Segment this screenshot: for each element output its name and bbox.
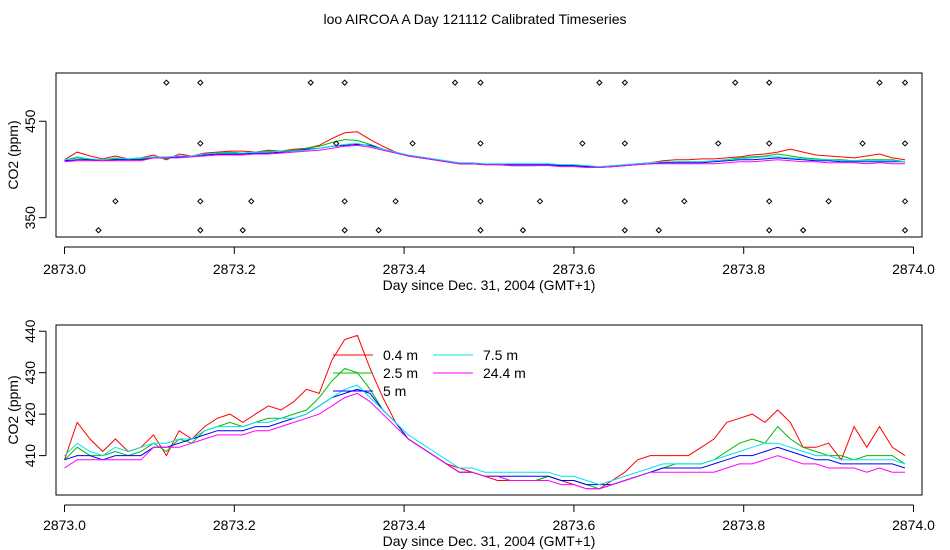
x-tick-label: 2873.4 — [383, 517, 426, 533]
data-point — [197, 140, 204, 147]
data-point — [536, 198, 544, 205]
data-point — [655, 227, 663, 234]
series-line — [64, 144, 905, 168]
y-tick-label: 350 — [22, 206, 38, 230]
data-point — [519, 227, 527, 234]
legend-label: 0.4 m — [383, 347, 418, 363]
x-tick-label: 2873.0 — [43, 261, 86, 277]
data-point — [477, 140, 484, 147]
data-point — [95, 227, 102, 234]
data-point — [901, 227, 909, 234]
data-point — [197, 198, 204, 205]
data-point — [621, 79, 629, 86]
data-point — [239, 227, 246, 234]
y-tick-label: 410 — [22, 444, 38, 468]
series-line — [64, 388, 906, 486]
y-axis-label: CO2 (ppm) — [5, 120, 21, 189]
x-axis-label: Day since Dec. 31, 2004 (GMT+1) — [383, 277, 596, 293]
data-point — [901, 79, 909, 86]
data-point — [901, 140, 909, 147]
plot-frame — [55, 72, 923, 238]
data-point — [765, 227, 773, 234]
data-point — [765, 140, 773, 147]
data-point — [112, 198, 119, 205]
data-point — [409, 140, 416, 147]
series-line — [64, 142, 906, 168]
x-tick-label: 2873.8 — [722, 517, 765, 533]
x-tick-label: 2873.2 — [213, 517, 256, 533]
y-tick-label: 430 — [22, 361, 38, 385]
data-point — [341, 198, 348, 205]
data-point — [477, 79, 484, 86]
legend-label: 7.5 m — [483, 347, 518, 363]
y-tick-label: 440 — [22, 319, 38, 343]
x-tick-label: 2873.4 — [383, 261, 426, 277]
data-point — [163, 79, 170, 86]
data-point — [477, 198, 484, 205]
data-point — [765, 79, 773, 86]
x-axis-label: Day since Dec. 31, 2004 (GMT+1) — [383, 533, 596, 549]
data-point — [248, 198, 255, 205]
data-point — [876, 79, 883, 86]
y-tick-label: 450 — [22, 109, 38, 133]
data-point — [392, 198, 399, 205]
x-tick-label: 2874.0 — [892, 261, 935, 277]
data-point — [681, 198, 688, 205]
data-point — [799, 227, 807, 234]
legend-label: 2.5 m — [383, 365, 418, 381]
data-point — [621, 140, 629, 147]
data-point — [579, 140, 586, 147]
top-panel: 2873.0 2873.2 2873.4 2873.6 2873.8 2874.0 Day … — [5, 72, 935, 293]
y-axis-label: CO2 (ppm) — [5, 375, 21, 444]
x-tick-label: 2873.0 — [43, 517, 86, 533]
data-point — [197, 227, 204, 234]
legend-label: 24.4 m — [483, 365, 526, 381]
series-line — [64, 384, 906, 486]
bottom-panel: 2873.0 2873.2 2873.4 2873.6 2873.8 2874.0 Day … — [5, 319, 935, 549]
x-tick-label: 2874.0 — [892, 517, 935, 533]
data-point — [715, 140, 722, 147]
legend-label: 5 m — [383, 383, 406, 399]
chart-title: loo AIRCOA A Day 121112 Calibrated Times… — [323, 11, 627, 27]
data-point — [596, 79, 603, 86]
data-point — [341, 79, 348, 86]
data-point — [451, 79, 459, 86]
x-tick-label: 2873.6 — [552, 261, 595, 277]
series-line — [64, 131, 906, 169]
data-point — [732, 79, 739, 86]
data-point — [332, 140, 340, 147]
data-point — [307, 79, 314, 86]
x-tick-label: 2873.8 — [722, 261, 765, 277]
data-point — [765, 198, 773, 205]
data-point — [341, 227, 348, 234]
data-point — [901, 198, 909, 205]
data-point — [621, 198, 629, 205]
data-point — [825, 198, 832, 205]
data-point — [477, 227, 484, 234]
y-tick-label: 420 — [22, 402, 38, 426]
data-point — [859, 140, 866, 147]
series-line — [64, 367, 906, 490]
data-point — [197, 79, 204, 86]
series-line — [64, 392, 905, 490]
x-tick-label: 2873.6 — [552, 517, 595, 533]
x-tick-label: 2873.2 — [213, 261, 256, 277]
data-point — [621, 227, 629, 234]
data-point — [375, 227, 382, 234]
plot-frame — [55, 324, 923, 496]
